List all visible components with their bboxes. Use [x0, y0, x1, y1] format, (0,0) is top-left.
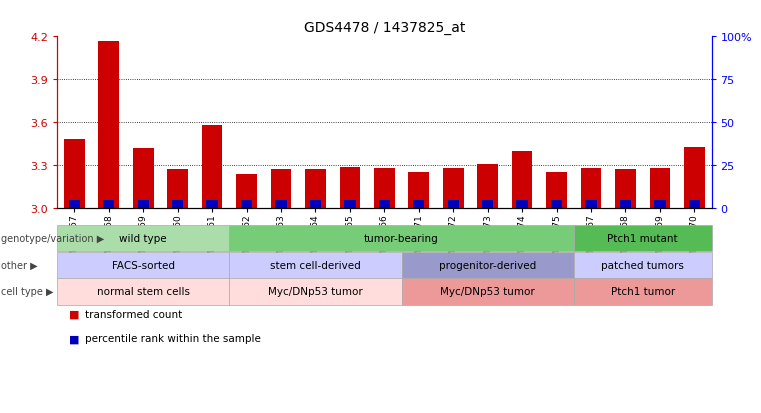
Bar — [68, 201, 80, 209]
Text: normal stem cells: normal stem cells — [97, 287, 189, 297]
Bar — [344, 201, 355, 209]
Text: Myc/DNp53 tumor: Myc/DNp53 tumor — [268, 287, 363, 297]
Bar — [339, 167, 360, 209]
Title: GDS4478 / 1437825_at: GDS4478 / 1437825_at — [304, 21, 465, 35]
Text: progenitor-derived: progenitor-derived — [439, 260, 537, 270]
Bar — [206, 201, 218, 209]
Bar — [202, 126, 222, 209]
Text: cell type ▶: cell type ▶ — [1, 287, 53, 297]
Bar — [236, 174, 257, 209]
Bar — [654, 201, 666, 209]
Bar — [615, 170, 635, 209]
Bar — [409, 173, 429, 209]
Bar — [511, 152, 533, 209]
Bar — [275, 201, 287, 209]
Bar — [310, 201, 321, 209]
Bar — [482, 201, 493, 209]
Bar — [138, 201, 149, 209]
Bar — [585, 201, 597, 209]
Text: transformed count: transformed count — [85, 309, 183, 319]
Text: genotype/variation ▶: genotype/variation ▶ — [1, 233, 104, 243]
Text: tumor-bearing: tumor-bearing — [365, 233, 439, 243]
Bar — [581, 169, 601, 209]
Bar — [305, 170, 326, 209]
Text: Myc/DNp53 tumor: Myc/DNp53 tumor — [441, 287, 535, 297]
Bar — [64, 140, 84, 209]
Bar — [240, 201, 252, 209]
Bar — [650, 169, 670, 209]
Bar — [689, 201, 700, 209]
Bar — [413, 201, 425, 209]
Bar — [167, 170, 188, 209]
Text: ■: ■ — [68, 309, 79, 319]
Bar — [517, 201, 528, 209]
Text: Ptch1 tumor: Ptch1 tumor — [610, 287, 675, 297]
Bar — [379, 201, 390, 209]
Bar — [551, 201, 562, 209]
Text: percentile rank within the sample: percentile rank within the sample — [85, 334, 261, 344]
Bar — [98, 41, 119, 209]
Bar — [447, 201, 459, 209]
Text: patched tumors: patched tumors — [601, 260, 684, 270]
Bar — [172, 201, 183, 209]
Bar — [271, 170, 291, 209]
Bar — [684, 147, 705, 209]
Bar — [546, 173, 567, 209]
Text: FACS-sorted: FACS-sorted — [112, 260, 175, 270]
Text: Ptch1 mutant: Ptch1 mutant — [607, 233, 678, 243]
Bar — [103, 201, 114, 209]
Text: other ▶: other ▶ — [1, 260, 37, 270]
Bar — [374, 169, 395, 209]
Bar — [619, 201, 631, 209]
Bar — [477, 164, 498, 209]
Text: stem cell-derived: stem cell-derived — [270, 260, 361, 270]
Bar — [133, 149, 154, 209]
Text: wild type: wild type — [119, 233, 167, 243]
Text: ■: ■ — [68, 334, 79, 344]
Bar — [443, 169, 463, 209]
